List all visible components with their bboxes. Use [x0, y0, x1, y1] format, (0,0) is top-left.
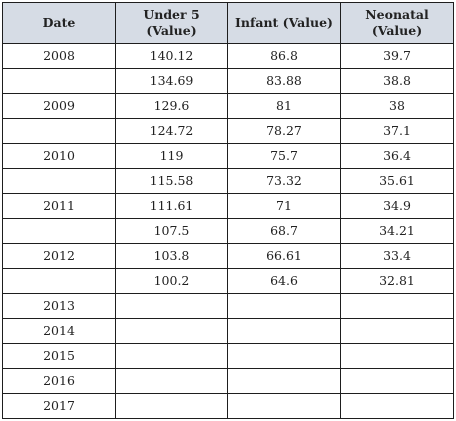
header-date: Date — [2, 2, 116, 44]
neonatal-cell: 38 — [340, 93, 454, 119]
table-row: 115.58 73.32 35.61 — [2, 168, 454, 194]
date-cell: 2015 — [2, 343, 116, 369]
date-cell: 2012 — [2, 243, 116, 269]
infant-cell: 68.7 — [227, 218, 341, 244]
date-cell — [2, 218, 116, 244]
neonatal-cell: 34.21 — [340, 218, 454, 244]
under-5-cell: 124.72 — [115, 118, 228, 144]
neonatal-cell: 37.1 — [340, 118, 454, 144]
neonatal-cell: 33.4 — [340, 243, 454, 269]
neonatal-cell: 38.8 — [340, 68, 454, 94]
date-cell: 2017 — [2, 393, 116, 419]
table-row: 2016 — [2, 368, 454, 394]
date-cell: 2013 — [2, 293, 116, 319]
under-5-cell: 103.8 — [115, 243, 228, 269]
infant-cell: 71 — [227, 193, 341, 219]
date-cell — [2, 168, 116, 194]
date-cell — [2, 68, 116, 94]
under-5-cell: 129.6 — [115, 93, 228, 119]
under-5-cell — [115, 368, 228, 394]
table-row: 100.2 64.6 32.81 — [2, 268, 454, 294]
table-row: 107.5 68.7 34.21 — [2, 218, 454, 244]
table-row: 2009 129.6 81 38 — [2, 93, 454, 119]
infant-cell: 75.7 — [227, 143, 341, 169]
table-header: Date Under 5 (Value) Infant (Value) Neon… — [2, 2, 454, 44]
infant-cell — [227, 393, 341, 419]
infant-cell: 64.6 — [227, 268, 341, 294]
neonatal-cell: 35.61 — [340, 168, 454, 194]
infant-cell — [227, 293, 341, 319]
table-row: 2014 — [2, 318, 454, 344]
infant-cell — [227, 318, 341, 344]
under-5-cell — [115, 343, 228, 369]
date-cell — [2, 118, 116, 144]
under-5-cell — [115, 293, 228, 319]
date-cell: 2009 — [2, 93, 116, 119]
neonatal-cell: 32.81 — [340, 268, 454, 294]
table-row: 2017 — [2, 393, 454, 419]
date-cell — [2, 268, 116, 294]
header-under-5: Under 5 (Value) — [115, 2, 228, 44]
neonatal-cell: 36.4 — [340, 143, 454, 169]
table-row: 2008 140.12 86.8 39.7 — [2, 43, 454, 69]
under-5-cell: 119 — [115, 143, 228, 169]
neonatal-cell: 39.7 — [340, 43, 454, 69]
table-row: 2010 119 75.7 36.4 — [2, 143, 454, 169]
table-row: 2015 — [2, 343, 454, 369]
table-row: 134.69 83.88 38.8 — [2, 68, 454, 94]
date-cell: 2011 — [2, 193, 116, 219]
under-5-cell — [115, 318, 228, 344]
infant-cell: 66.61 — [227, 243, 341, 269]
table-row: 2011 111.61 71 34.9 — [2, 193, 454, 219]
under-5-cell: 100.2 — [115, 268, 228, 294]
date-cell: 2008 — [2, 43, 116, 69]
neonatal-cell — [340, 368, 454, 394]
infant-cell: 86.8 — [227, 43, 341, 69]
neonatal-cell — [340, 318, 454, 344]
under-5-cell — [115, 393, 228, 419]
date-cell: 2014 — [2, 318, 116, 344]
under-5-cell: 107.5 — [115, 218, 228, 244]
infant-cell: 78.27 — [227, 118, 341, 144]
table-body: 2008 140.12 86.8 39.7 134.69 83.88 38.8 2009 129… — [2, 43, 454, 419]
infant-cell: 73.32 — [227, 168, 341, 194]
infant-cell — [227, 343, 341, 369]
under-5-cell: 134.69 — [115, 68, 228, 94]
table-row: 124.72 78.27 37.1 — [2, 118, 454, 144]
neonatal-cell — [340, 343, 454, 369]
header-neonatal: Neonatal (Value) — [340, 2, 454, 44]
infant-cell — [227, 368, 341, 394]
date-cell: 2016 — [2, 368, 116, 394]
under-5-cell: 140.12 — [115, 43, 228, 69]
table-row: 2013 — [2, 293, 454, 319]
neonatal-cell: 34.9 — [340, 193, 454, 219]
date-cell: 2010 — [2, 143, 116, 169]
infant-cell: 83.88 — [227, 68, 341, 94]
neonatal-cell — [340, 293, 454, 319]
under-5-cell: 115.58 — [115, 168, 228, 194]
infant-cell: 81 — [227, 93, 341, 119]
table-row: 2012 103.8 66.61 33.4 — [2, 243, 454, 269]
header-infant: Infant (Value) — [227, 2, 341, 44]
under-5-cell: 111.61 — [115, 193, 228, 219]
neonatal-cell — [340, 393, 454, 419]
header-row: Date Under 5 (Value) Infant (Value) Neon… — [2, 2, 454, 44]
